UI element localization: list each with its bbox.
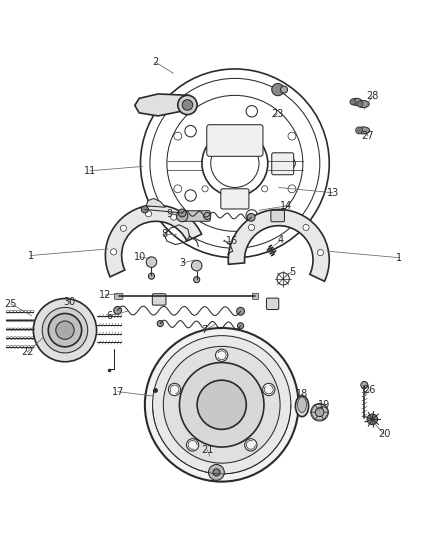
Polygon shape bbox=[319, 405, 328, 412]
FancyBboxPatch shape bbox=[206, 125, 262, 156]
Circle shape bbox=[145, 328, 298, 482]
Text: 23: 23 bbox=[271, 109, 283, 119]
Circle shape bbox=[56, 321, 74, 340]
FancyBboxPatch shape bbox=[271, 153, 293, 175]
Polygon shape bbox=[314, 405, 323, 412]
Polygon shape bbox=[134, 94, 188, 116]
Circle shape bbox=[182, 100, 192, 110]
Wedge shape bbox=[105, 205, 201, 277]
Text: 5: 5 bbox=[288, 267, 294, 277]
Text: 28: 28 bbox=[365, 91, 378, 101]
Circle shape bbox=[215, 349, 227, 361]
Circle shape bbox=[366, 414, 377, 425]
FancyBboxPatch shape bbox=[152, 294, 166, 305]
Circle shape bbox=[355, 127, 362, 134]
Circle shape bbox=[360, 382, 367, 389]
Circle shape bbox=[280, 86, 287, 93]
Circle shape bbox=[157, 320, 163, 327]
Circle shape bbox=[178, 209, 186, 217]
Polygon shape bbox=[310, 405, 319, 412]
Circle shape bbox=[302, 224, 308, 231]
FancyBboxPatch shape bbox=[252, 293, 258, 300]
Text: 7: 7 bbox=[201, 325, 207, 335]
Text: 8: 8 bbox=[161, 229, 167, 239]
Ellipse shape bbox=[350, 99, 361, 106]
Text: 3: 3 bbox=[179, 258, 185, 268]
Circle shape bbox=[177, 95, 197, 115]
Circle shape bbox=[191, 260, 201, 271]
Circle shape bbox=[113, 306, 121, 314]
Circle shape bbox=[275, 214, 281, 221]
Circle shape bbox=[120, 225, 126, 231]
Text: 20: 20 bbox=[377, 429, 389, 439]
Circle shape bbox=[186, 439, 198, 451]
Ellipse shape bbox=[295, 395, 308, 417]
Circle shape bbox=[110, 249, 117, 255]
Circle shape bbox=[314, 408, 323, 417]
Circle shape bbox=[176, 211, 187, 222]
Polygon shape bbox=[310, 412, 319, 420]
FancyBboxPatch shape bbox=[270, 211, 284, 222]
Circle shape bbox=[152, 336, 290, 474]
Circle shape bbox=[271, 84, 283, 96]
Circle shape bbox=[262, 383, 274, 395]
Text: 16: 16 bbox=[225, 236, 237, 246]
Circle shape bbox=[141, 206, 148, 213]
Text: 1: 1 bbox=[28, 251, 34, 261]
Text: 26: 26 bbox=[363, 385, 375, 395]
Polygon shape bbox=[319, 412, 328, 420]
Circle shape bbox=[48, 313, 81, 347]
Ellipse shape bbox=[357, 127, 369, 134]
Circle shape bbox=[148, 273, 154, 279]
Text: 19: 19 bbox=[317, 400, 329, 410]
Text: 25: 25 bbox=[5, 299, 17, 309]
Circle shape bbox=[197, 380, 246, 430]
Circle shape bbox=[145, 211, 151, 217]
FancyBboxPatch shape bbox=[266, 298, 278, 310]
FancyBboxPatch shape bbox=[180, 211, 210, 221]
Circle shape bbox=[248, 224, 254, 231]
Wedge shape bbox=[228, 209, 328, 281]
Text: 10: 10 bbox=[133, 252, 145, 262]
Text: 17: 17 bbox=[111, 386, 124, 397]
Text: 22: 22 bbox=[21, 347, 33, 357]
Circle shape bbox=[247, 213, 254, 221]
Text: 11: 11 bbox=[84, 166, 96, 176]
Circle shape bbox=[33, 298, 96, 362]
Circle shape bbox=[163, 346, 279, 463]
Polygon shape bbox=[146, 198, 165, 207]
Circle shape bbox=[244, 439, 256, 451]
Circle shape bbox=[170, 214, 177, 220]
Text: 18: 18 bbox=[295, 389, 307, 399]
Circle shape bbox=[237, 322, 243, 329]
Circle shape bbox=[193, 277, 199, 282]
Circle shape bbox=[146, 257, 156, 268]
Text: 30: 30 bbox=[63, 297, 75, 308]
Circle shape bbox=[203, 213, 210, 220]
Circle shape bbox=[349, 99, 355, 105]
FancyBboxPatch shape bbox=[114, 293, 123, 300]
Circle shape bbox=[356, 101, 362, 107]
Circle shape bbox=[179, 362, 263, 447]
Ellipse shape bbox=[357, 101, 368, 108]
Text: 27: 27 bbox=[361, 131, 373, 141]
Text: 9: 9 bbox=[166, 209, 172, 219]
Text: 4: 4 bbox=[277, 235, 283, 245]
Text: 6: 6 bbox=[106, 311, 113, 321]
FancyBboxPatch shape bbox=[220, 189, 248, 209]
Text: 2: 2 bbox=[152, 58, 159, 67]
Text: 1: 1 bbox=[396, 253, 402, 263]
Text: 14: 14 bbox=[279, 201, 292, 211]
Ellipse shape bbox=[297, 397, 306, 413]
Circle shape bbox=[42, 308, 88, 353]
Circle shape bbox=[208, 464, 224, 480]
Text: 13: 13 bbox=[326, 188, 338, 198]
Circle shape bbox=[317, 249, 323, 256]
Text: 21: 21 bbox=[201, 445, 213, 455]
Circle shape bbox=[212, 469, 219, 476]
Text: 12: 12 bbox=[99, 290, 111, 300]
Circle shape bbox=[236, 308, 244, 315]
Circle shape bbox=[168, 383, 180, 395]
Polygon shape bbox=[314, 412, 323, 420]
